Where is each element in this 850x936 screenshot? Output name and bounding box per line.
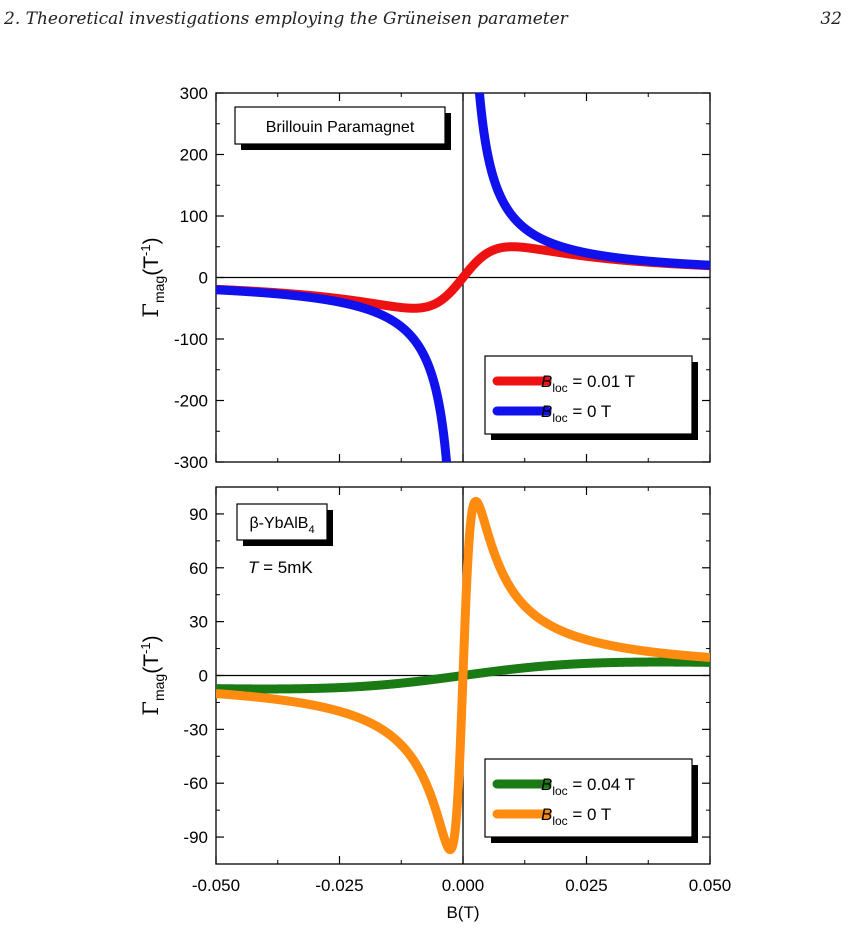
page-number: 32: [820, 9, 842, 29]
header-title: 2. Theoretical investigations employing …: [4, 9, 568, 29]
chart-panel-bottom: -90 -60 -30 0 30 60 90 -0.050 -0.025 0.000 0.025 0.…: [138, 486, 732, 895]
x-tick-label: 0.025: [565, 876, 608, 895]
series-line-1: [216, 496, 710, 855]
curves: [216, 93, 710, 462]
series-line-1-branch-0: [216, 285, 452, 462]
y-tick-label: -100: [174, 330, 208, 349]
chart-panel-top: -300 -200 -100 0 100 200 300 Γmag(T-1) Brillouin…: [138, 84, 711, 472]
legend-label: Bloc = 0.04 T: [541, 775, 635, 798]
temperature-annotation: T = 5mK: [248, 558, 313, 577]
y-tick-label: -90: [183, 828, 208, 847]
y-tick-label: 0: [199, 269, 208, 288]
legend-box: [484, 355, 693, 435]
legend-label: Bloc = 0.01 T: [541, 372, 635, 395]
y-tick-label: 200: [180, 146, 208, 165]
axis-labels: B(T): [446, 903, 479, 922]
y-tick-label: 100: [180, 207, 208, 226]
y-tick-label: -300: [174, 453, 208, 472]
legend-label: Bloc = 0 T: [541, 805, 611, 828]
y-tick-label: 0: [199, 667, 208, 686]
y-axis-label: Γmag(T-1): [138, 635, 167, 715]
y-tick-label: 300: [180, 84, 208, 103]
page-header: 2. Theoretical investigations employing …: [0, 0, 850, 40]
x-tick-label: 0.000: [442, 876, 485, 895]
x-tick-label: -0.025: [315, 876, 363, 895]
y-tick-label: 90: [189, 505, 208, 524]
y-tick-label: -60: [183, 774, 208, 793]
x-axis-label: B(T): [446, 903, 479, 922]
legend-label: Bloc = 0 T: [541, 402, 611, 425]
curves: [216, 496, 710, 855]
panel-title: Brillouin Paramagnet: [266, 119, 415, 136]
title-box: [234, 106, 446, 145]
y-tick-label: 30: [189, 613, 208, 632]
series-line-1-branch-1: [474, 93, 710, 270]
legend-box: [484, 758, 693, 838]
title-box: [236, 503, 328, 541]
y-tick-label: -200: [174, 392, 208, 411]
x-tick-label: -0.050: [192, 876, 240, 895]
y-axis-label: Γmag(T-1): [138, 237, 167, 317]
panel-title: β-YbAlB4: [249, 515, 314, 536]
y-tick-label: 60: [189, 559, 208, 578]
x-tick-label: 0.050: [689, 876, 732, 895]
y-tick-label: -30: [183, 720, 208, 739]
